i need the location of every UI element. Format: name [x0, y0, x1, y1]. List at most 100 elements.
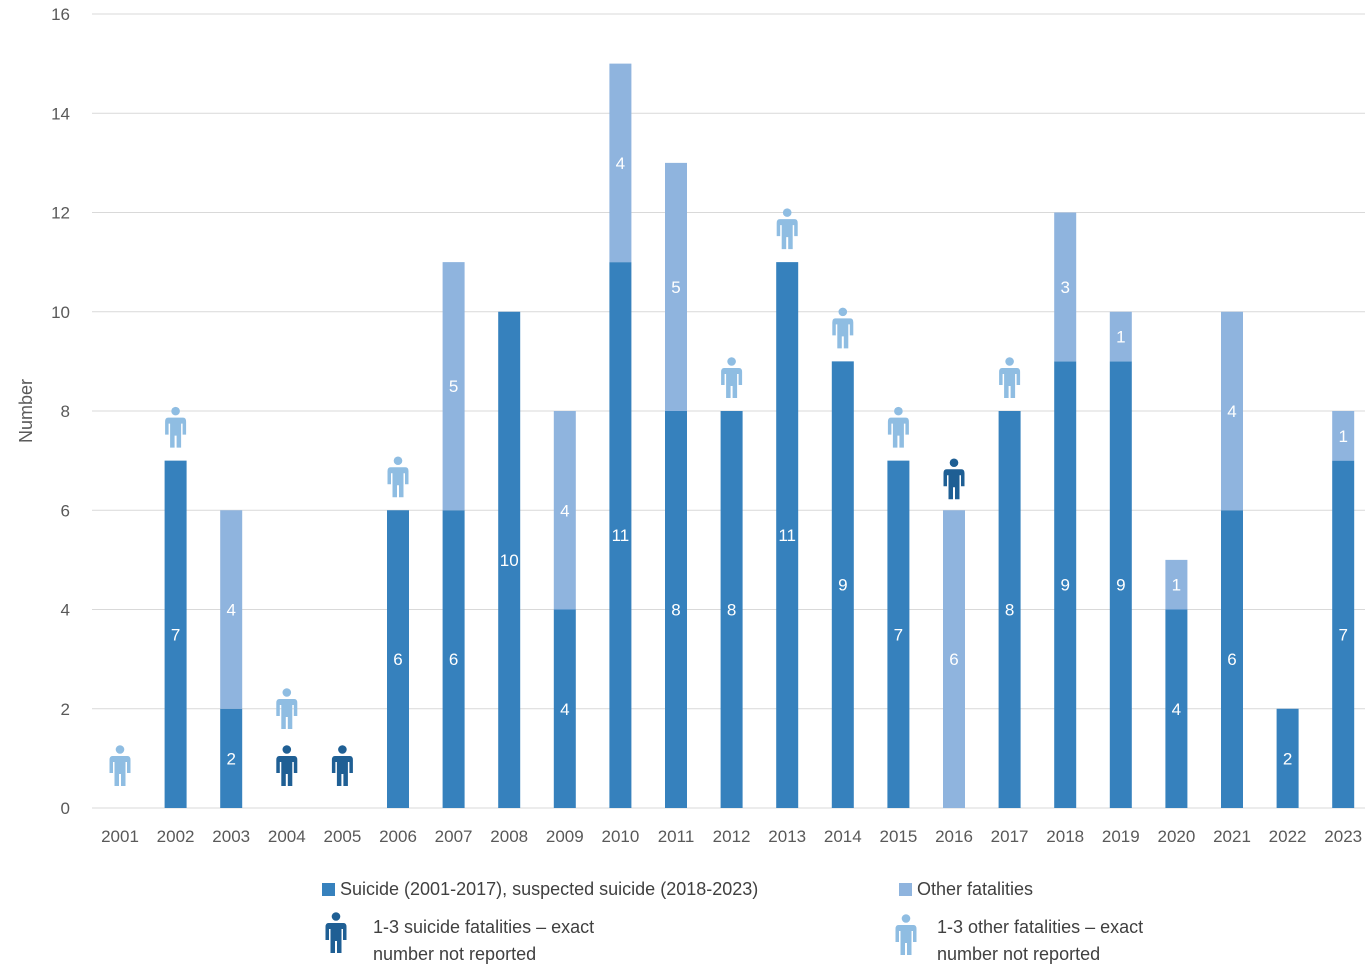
- y-tick-label: 6: [61, 501, 70, 520]
- x-tick-label: 2015: [879, 827, 917, 846]
- bar-value-label: 4: [616, 154, 625, 173]
- legend-swatch: [899, 883, 912, 896]
- other-person-icon: [776, 208, 798, 250]
- y-tick-label: 0: [61, 799, 70, 818]
- bar-value-label: 6: [449, 650, 458, 669]
- bar-value-label: 9: [1060, 576, 1069, 595]
- bar-value-label: 4: [226, 601, 235, 620]
- bar-value-label: 2: [1283, 749, 1292, 768]
- bar-value-label: 7: [171, 625, 180, 644]
- bar-segment: [776, 262, 799, 808]
- other-person-icon: [999, 357, 1021, 398]
- y-tick-label: 14: [51, 104, 70, 123]
- icon-body: [832, 318, 854, 349]
- other-person-icon: [165, 406, 187, 448]
- y-tick-label: 12: [51, 204, 70, 223]
- y-axis-ticks: 0 2 4 6 8 10 12 14 16: [51, 5, 70, 818]
- x-tick-label: 2007: [435, 827, 473, 846]
- x-tick-label: 2008: [490, 827, 528, 846]
- bars: [164, 63, 1355, 808]
- other-person-icon: [109, 745, 131, 786]
- icon-head: [894, 406, 903, 416]
- icon-body: [943, 469, 965, 500]
- bar-segment: [164, 460, 187, 808]
- bar-value-label: 1: [1172, 576, 1181, 595]
- bar-segment: [1054, 212, 1077, 362]
- bar-value-label: 8: [727, 601, 736, 620]
- y-tick-label: 8: [61, 402, 70, 421]
- legend-person-icon: [895, 914, 917, 955]
- bar-segment: [1165, 559, 1188, 610]
- bar-value-label: 11: [612, 526, 630, 545]
- icon-head: [727, 357, 736, 366]
- other-person-icon: [387, 456, 409, 498]
- icon-body: [276, 699, 298, 729]
- other-person-icon: [887, 406, 909, 448]
- x-tick-label: 2014: [824, 827, 862, 846]
- bar-segment: [498, 311, 521, 808]
- y-tick-label: 10: [51, 303, 70, 322]
- bar-segment: [387, 510, 409, 808]
- icon-head: [782, 208, 792, 217]
- suicide-person-icon: [943, 458, 965, 500]
- other-person-icon: [832, 307, 854, 349]
- bar-segment: [1332, 411, 1355, 461]
- icon-head: [338, 745, 347, 754]
- bar-segment: [1109, 361, 1132, 808]
- icon-head: [171, 406, 180, 416]
- icon-body: [276, 756, 298, 786]
- bar-segment: [220, 708, 243, 808]
- icon-body: [999, 368, 1021, 398]
- bar-value-label: 4: [560, 501, 569, 520]
- icon-head: [1005, 357, 1014, 366]
- bar-segment: [553, 609, 576, 808]
- legend: Suicide (2001-2017), suspected suicide (…: [322, 879, 1143, 964]
- bar-segment: [720, 411, 743, 808]
- x-tick-label: 2005: [323, 827, 361, 846]
- bar-segment: [1221, 311, 1243, 511]
- bar-segment: [887, 460, 910, 808]
- y-tick-label: 16: [51, 5, 70, 24]
- legend-swatch: [322, 883, 335, 896]
- bar-value-label: 7: [1338, 625, 1347, 644]
- suicide-person-icon: [276, 745, 298, 786]
- bar-segment: [1165, 609, 1188, 808]
- legend-label: 1-3 other fatalities – exact: [937, 917, 1143, 937]
- x-tick-label: 2002: [157, 827, 195, 846]
- icon-body: [721, 368, 743, 398]
- bar-segment: [831, 361, 854, 808]
- bar-value-label: 6: [393, 650, 402, 669]
- bar-segment: [1054, 361, 1077, 808]
- icon-body: [895, 925, 917, 955]
- legend-person-icon: [325, 912, 347, 953]
- y-tick-label: 2: [61, 700, 70, 719]
- x-tick-label: 2006: [379, 827, 417, 846]
- bar-value-label: 6: [1227, 650, 1236, 669]
- bar-segment: [1221, 510, 1243, 808]
- bar-value-label: 5: [671, 278, 680, 297]
- icon-body: [325, 923, 347, 953]
- bar-value-label: 3: [1060, 278, 1069, 297]
- bar-value-label: 2: [226, 749, 235, 768]
- suicide-person-icon: [331, 745, 353, 786]
- bar-value-label: 11: [778, 526, 796, 545]
- bar-value-label: 1: [1338, 427, 1347, 446]
- bar-value-label: 1: [1116, 328, 1125, 347]
- bar-segment: [609, 63, 632, 263]
- bar-value-labels: 7 2 4 6 6 5 10 4 4 11 4 8 5 8 11 9 7 6 8 9 3 9 1 4 1 6 4 2 7 1: [171, 154, 1348, 769]
- icon-head: [331, 912, 341, 921]
- bar-value-label: 8: [671, 601, 680, 620]
- bar-segment: [943, 510, 965, 808]
- y-tick-label: 4: [61, 601, 70, 620]
- icon-body: [887, 417, 909, 448]
- icon-head: [282, 688, 292, 697]
- bar-segment: [1276, 708, 1299, 808]
- bar-value-label: 9: [1116, 576, 1125, 595]
- bar-segment: [220, 510, 243, 709]
- icon-head: [901, 914, 911, 923]
- icon-body: [165, 417, 187, 448]
- icon-head: [838, 307, 848, 317]
- icon-body: [776, 219, 798, 250]
